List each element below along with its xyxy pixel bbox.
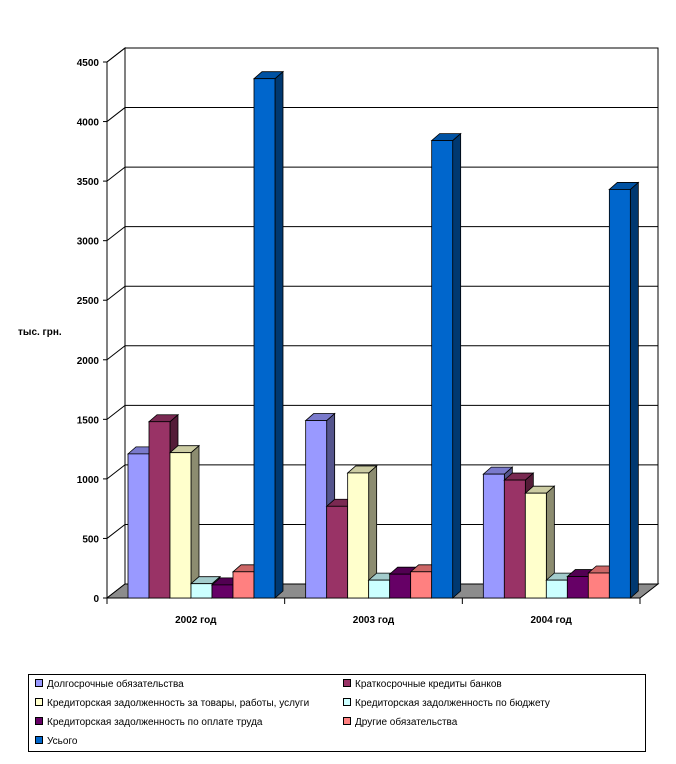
legend-item: Кредиторская задолженность по оплате тру… <box>35 717 262 729</box>
grid-line <box>106 166 658 182</box>
grid-line <box>106 523 658 539</box>
grid-line <box>106 226 658 242</box>
legend-swatch <box>35 679 43 688</box>
y-axis-label: тыс. грн. <box>18 327 62 338</box>
grid-line <box>106 404 658 420</box>
grid-line <box>106 345 658 361</box>
grid-line <box>106 285 658 301</box>
legend-label: Краткосрочные кредиты банков <box>355 679 502 690</box>
grid-line <box>106 47 658 63</box>
bar <box>346 465 378 599</box>
legend-item: Другие обязательства <box>343 717 457 729</box>
bar <box>168 444 201 599</box>
legend-item: Долгосрочные обязательства <box>35 679 184 691</box>
legend-label: Кредиторская задолженность за товары, ра… <box>47 698 310 709</box>
legend-swatch <box>35 698 43 707</box>
category-label: 2004 год <box>530 615 572 626</box>
bars <box>126 70 640 599</box>
grid-line <box>106 107 658 122</box>
chart-walls <box>105 46 660 600</box>
legend-swatch <box>343 717 351 726</box>
y-tick-labels: 0 500 1000 1500 2000 2500 3000 3500 4000 4500 <box>77 58 100 605</box>
grid-line <box>106 464 658 480</box>
legend-item: Кредиторская задолженность по бюджету <box>343 698 550 710</box>
category-label: 2003 год <box>353 615 395 626</box>
y-tick-label: 0 <box>93 594 99 605</box>
y-tick-label: 500 <box>82 534 99 545</box>
legend-item: Усього <box>35 736 77 748</box>
y-tick-label: 3500 <box>77 177 100 188</box>
y-tick-label: 4500 <box>77 58 100 69</box>
y-tick-label: 2000 <box>77 356 100 367</box>
y-tick-label: 2500 <box>77 296 100 307</box>
legend-swatch <box>35 736 43 745</box>
y-tick-label: 4000 <box>77 118 100 129</box>
legend-label: Кредиторская задолженность по бюджету <box>355 698 550 709</box>
bar-chart: 0 500 1000 1500 2000 2500 3000 3500 4000 4500 200… <box>18 46 660 626</box>
bar <box>608 181 640 599</box>
legend-swatch <box>35 717 43 726</box>
legend-swatch <box>343 698 351 707</box>
bar <box>524 485 556 599</box>
legend-label: Усього <box>47 736 78 747</box>
grid-lines <box>106 47 658 539</box>
y-tick-label: 1500 <box>77 415 100 426</box>
legend-swatch <box>343 679 351 688</box>
bar <box>430 132 462 599</box>
y-tick-label: 1000 <box>77 475 100 486</box>
legend-item: Кредиторская задолженность за товары, ра… <box>35 698 309 710</box>
legend-label: Долгосрочные обязательства <box>47 679 184 690</box>
bar <box>252 70 285 599</box>
legend-label: Другие обязательства <box>355 717 458 728</box>
legend: Долгосрочные обязательства Краткосрочные … <box>28 674 646 752</box>
y-tick-label: 3000 <box>77 237 100 248</box>
category-labels: 2002 год 2003 год 2004 год <box>175 615 572 626</box>
legend-item: Краткосрочные кредиты банков <box>343 679 502 691</box>
legend-label: Кредиторская задолженность по оплате тру… <box>47 717 263 728</box>
category-label: 2002 год <box>175 615 217 626</box>
